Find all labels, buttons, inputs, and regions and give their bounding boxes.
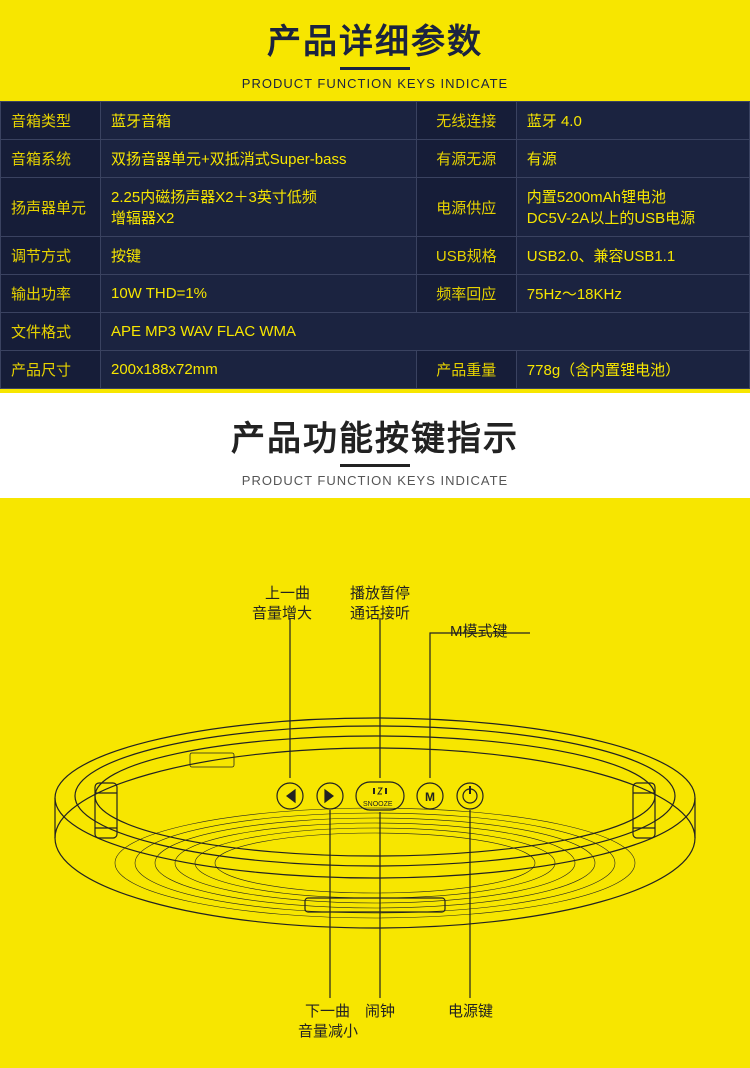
spec-value: 200x188x72mm: [101, 351, 417, 389]
spec-title-en: PRODUCT FUNCTION KEYS INDICATE: [0, 76, 750, 91]
table-row: 产品尺寸 200x188x72mm 产品重量 778g（含内置锂电池）: [1, 351, 750, 389]
table-row: 调节方式 按键 USB规格 USB2.0、兼容USB1.1: [1, 237, 750, 275]
table-row: 音箱类型 蓝牙音箱 无线连接 蓝牙 4.0: [1, 102, 750, 140]
spec-label: 音箱类型: [1, 102, 101, 140]
spec-label: 音箱系统: [1, 140, 101, 178]
product-diagram: 上一曲 音量增大 播放暂停 通话接听 M模式键 下一曲 音量减小 闹钟 电源键 …: [0, 498, 750, 1068]
label-alarm: 闹钟: [365, 1003, 395, 1020]
right-handle-icon: [633, 783, 655, 838]
label-mode: M模式键: [450, 623, 508, 640]
spec-value: 778g（含内置锂电池）: [516, 351, 749, 389]
spec-value: 蓝牙 4.0: [516, 102, 749, 140]
spec-value: 双扬音器单元+双抵消式Super-bass: [101, 140, 417, 178]
label-power: 电源键: [448, 1003, 493, 1020]
title-underline: [340, 67, 410, 70]
spec-value: USB2.0、兼容USB1.1: [516, 237, 749, 275]
label-prev-line1: 上一曲: [265, 585, 310, 602]
label-next-line1: 下一曲: [305, 1003, 350, 1020]
label-play-line1: 播放暂停: [350, 585, 410, 602]
spec-label: 有源无源: [416, 140, 516, 178]
speaker-diagram-svg: 上一曲 音量增大 播放暂停 通话接听 M模式键 下一曲 音量减小 闹钟 电源键 …: [0, 528, 750, 1048]
table-row: 文件格式 APE MP3 WAV FLAC WMA: [1, 313, 750, 351]
spec-label: 产品重量: [416, 351, 516, 389]
spec-value: 内置5200mAh锂电池 DC5V-2A以上的USB电源: [516, 178, 749, 237]
table-row: 音箱系统 双扬音器单元+双抵消式Super-bass 有源无源 有源: [1, 140, 750, 178]
spec-label: 频率回应: [416, 275, 516, 313]
spec-label: 扬声器单元: [1, 178, 101, 237]
spec-value: 蓝牙音箱: [101, 102, 417, 140]
spec-section: 产品详细参数 PRODUCT FUNCTION KEYS INDICATE 音箱…: [0, 0, 750, 393]
spec-label: 无线连接: [416, 102, 516, 140]
spec-value: APE MP3 WAV FLAC WMA: [101, 313, 750, 351]
label-play-line2: 通话接听: [350, 605, 410, 622]
spec-table: 音箱类型 蓝牙音箱 无线连接 蓝牙 4.0 音箱系统 双扬音器单元+双抵消式Su…: [0, 101, 750, 389]
table-row: 扬声器单元 2.25内磁扬声器X2＋3英寸低频 增辐器X2 电源供应 内置520…: [1, 178, 750, 237]
table-row: 输出功率 10W THD=1% 频率回应 75Hz～18KHz: [1, 275, 750, 313]
spec-value: 2.25内磁扬声器X2＋3英寸低频 增辐器X2: [101, 178, 417, 237]
func-title-cn: 产品功能按键指示: [0, 411, 750, 460]
spec-value: 有源: [516, 140, 749, 178]
spec-label: 电源供应: [416, 178, 516, 237]
title-underline: [340, 464, 410, 467]
spec-value: 按键: [101, 237, 417, 275]
left-handle-icon: [95, 783, 117, 838]
spec-label: 文件格式: [1, 313, 101, 351]
func-title-en: PRODUCT FUNCTION KEYS INDICATE: [0, 473, 750, 488]
spec-label: USB规格: [416, 237, 516, 275]
function-keys-section-header: 产品功能按键指示 PRODUCT FUNCTION KEYS INDICATE: [0, 393, 750, 498]
label-next-line2: 音量减小: [298, 1023, 358, 1040]
spec-label: 调节方式: [1, 237, 101, 275]
snooze-text: SNOOZE: [363, 801, 393, 808]
spec-title-cn: 产品详细参数: [0, 14, 750, 63]
spec-label: 产品尺寸: [1, 351, 101, 389]
spec-value: 10W THD=1%: [101, 275, 417, 313]
spec-label: 输出功率: [1, 275, 101, 313]
spec-value: 75Hz～18KHz: [516, 275, 749, 313]
spec-title-block: 产品详细参数 PRODUCT FUNCTION KEYS INDICATE: [0, 0, 750, 101]
label-prev-line2: 音量增大: [252, 605, 312, 622]
m-button-text: M: [425, 790, 435, 804]
